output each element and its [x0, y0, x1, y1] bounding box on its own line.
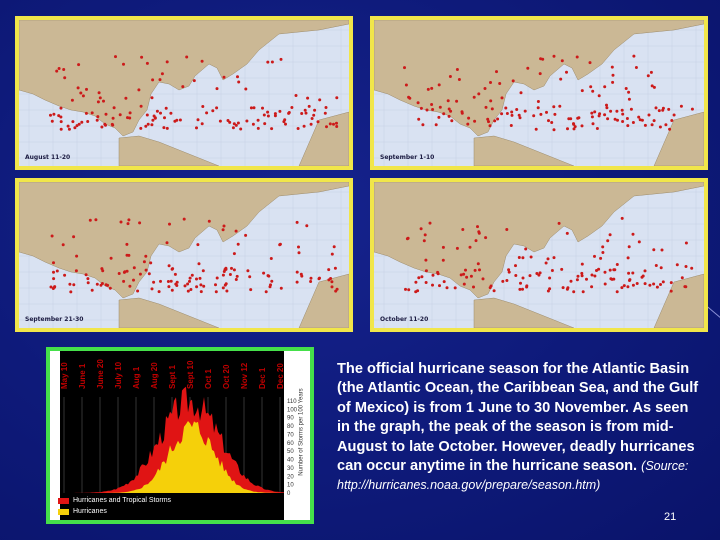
- hurricane-season-chart: May 10 June 1 June 20 July 10 Aug 1 Aug 20 Sep…: [46, 347, 314, 524]
- y-axis-label: Number of Storms per 100 Years: [298, 388, 305, 476]
- hurricane-map: [374, 20, 704, 166]
- hurricane-map: [374, 182, 704, 328]
- y-tick-label: 60: [287, 441, 294, 447]
- map-panel-september-early: September 1-10: [370, 16, 708, 170]
- y-tick-label: 90: [287, 416, 294, 422]
- y-tick-label: 70: [287, 432, 294, 438]
- map-label: September 21-30: [25, 316, 84, 323]
- hurricane-map: [19, 182, 349, 328]
- legend-label: Hurricanes: [73, 508, 107, 515]
- map-panel-september-late: September 21-30: [15, 178, 353, 332]
- month-label: Sept 1: [168, 364, 177, 389]
- page-number: 21: [664, 511, 677, 523]
- y-tick-label: 10: [287, 483, 294, 489]
- legend-storms: Hurricanes and Tropical Storms: [58, 497, 171, 504]
- map-panel-october: October 11-20: [370, 178, 708, 332]
- map-label: August 11-20: [25, 154, 71, 161]
- noaa-credit: NOAA: [283, 509, 307, 518]
- month-label: June 20: [96, 359, 105, 389]
- map-panel-august: August 11-20: [15, 16, 353, 170]
- month-label: Dec 20: [276, 363, 285, 389]
- y-tick-label: 40: [287, 458, 294, 464]
- map-label: October 11-20: [380, 316, 429, 323]
- y-tick-label: 30: [287, 466, 294, 472]
- legend-hurricanes: Hurricanes: [58, 508, 107, 515]
- legend-swatch: [58, 497, 69, 504]
- storms-area: [60, 386, 284, 493]
- y-tick-label: 80: [287, 424, 294, 430]
- month-label: Aug 20: [150, 362, 159, 389]
- map-label: September 1-10: [380, 154, 435, 161]
- month-label: May 10: [60, 362, 69, 389]
- month-label: July 10: [114, 361, 123, 389]
- body-paragraph: The official hurricane season for the At…: [337, 361, 699, 475]
- body-text: The official hurricane season for the At…: [337, 360, 699, 496]
- hurricane-map: [19, 20, 349, 166]
- month-label: Oct 20: [222, 364, 231, 389]
- chart-area: May 10 June 1 June 20 July 10 Aug 1 Aug 20 Sep…: [50, 351, 310, 520]
- month-label: Nov 12: [240, 362, 249, 389]
- hurricanes-area: [60, 421, 284, 493]
- season-graph: May 10 June 1 June 20 July 10 Aug 1 Aug 20 Sep…: [50, 351, 310, 520]
- month-label: Aug 1: [132, 366, 141, 389]
- month-label: Dec 1: [258, 367, 267, 389]
- legend-swatch: [58, 508, 69, 515]
- y-tick-label: 110: [287, 399, 297, 405]
- month-label: June 1: [78, 363, 87, 389]
- y-tick-label: 100: [287, 407, 298, 413]
- y-tick-label: 50: [287, 449, 294, 455]
- month-label: Sept 10: [186, 360, 195, 389]
- y-tick-label: 0: [287, 491, 291, 497]
- source-citation: (Source: http://hurricanes.noaa.gov/prep…: [337, 459, 689, 493]
- legend-label: Hurricanes and Tropical Storms: [73, 497, 172, 504]
- month-label: Oct 1: [204, 368, 213, 389]
- y-tick-label: 20: [287, 474, 294, 480]
